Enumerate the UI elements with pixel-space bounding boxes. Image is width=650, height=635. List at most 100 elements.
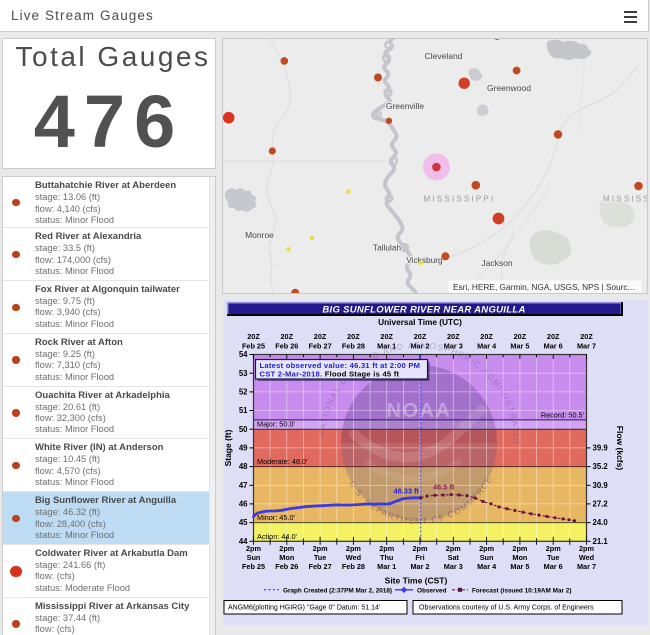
svg-text:Feb 26: Feb 26 (275, 342, 298, 351)
svg-text:NOAA: NOAA (387, 400, 452, 422)
svg-text:Latest observed value: 46.31: Latest observed value: 46.31 ft at 2:00 … (260, 361, 421, 370)
svg-text:Feb 28: Feb 28 (342, 342, 365, 351)
svg-text:Feb 25: Feb 25 (242, 342, 265, 351)
svg-text:Mar 2: Mar 2 (410, 342, 429, 351)
svg-text:Stage (ft): Stage (ft) (223, 429, 233, 466)
svg-text:Sun: Sun (480, 553, 494, 562)
svg-text:27.2: 27.2 (593, 500, 609, 509)
svg-text:2pm: 2pm (579, 544, 595, 553)
svg-text:Wed: Wed (579, 553, 594, 562)
svg-text:2pm: 2pm (546, 544, 562, 553)
svg-text:20Z: 20Z (547, 332, 560, 341)
svg-text:45: 45 (239, 518, 248, 527)
svg-text:2pm: 2pm (446, 544, 462, 553)
svg-text:Feb 27: Feb 27 (309, 562, 332, 571)
svg-text:20Z: 20Z (347, 332, 360, 341)
svg-text:Mar 7: Mar 7 (577, 342, 596, 351)
svg-text:CST 2-Mar-2018. Flood Stage i: CST 2-Mar-2018. Flood Stage is 45 ft (260, 369, 400, 378)
svg-text:Monroe: Monroe (245, 230, 274, 240)
svg-text:54: 54 (239, 350, 248, 359)
svg-text:Vicksburg: Vicksburg (406, 255, 443, 265)
svg-text:2pm: 2pm (379, 544, 395, 553)
svg-text:Wed: Wed (346, 553, 361, 562)
svg-text:2pm: 2pm (279, 544, 295, 553)
svg-text:Feb 28: Feb 28 (342, 562, 365, 571)
svg-text:Mar 6: Mar 6 (544, 342, 563, 351)
svg-text:Mon: Mon (279, 553, 294, 562)
svg-text:Mar 5: Mar 5 (510, 342, 529, 351)
svg-text:Mar 4: Mar 4 (477, 562, 497, 571)
svg-text:48: 48 (239, 462, 248, 471)
svg-text:20Z: 20Z (580, 332, 593, 341)
svg-text:53: 53 (239, 369, 248, 378)
svg-text:Sat: Sat (448, 553, 460, 562)
svg-text:Mar 5: Mar 5 (510, 562, 529, 571)
svg-text:2pm: 2pm (412, 544, 428, 553)
svg-text:Mar 3: Mar 3 (444, 562, 463, 571)
svg-text:MISSISSIPPI: MISSISSIPPI (424, 195, 496, 204)
svg-text:Greenwood: Greenwood (487, 83, 531, 93)
svg-text:20Z: 20Z (247, 332, 260, 341)
svg-text:Tue: Tue (314, 553, 326, 562)
svg-text:Feb 26: Feb 26 (275, 562, 298, 571)
svg-text:49: 49 (239, 444, 248, 453)
svg-text:47: 47 (239, 481, 248, 490)
svg-text:Graph Created (2:37PM Mar 2, 2: Graph Created (2:37PM Mar 2, 2018) (283, 587, 392, 594)
svg-text:Jackson: Jackson (481, 258, 512, 268)
svg-text:20Z: 20Z (380, 332, 393, 341)
svg-text:Forecast (issued 10:19AM Mar 2: Forecast (issued 10:19AM Mar 2) (472, 587, 571, 594)
svg-text:Esri, HERE, Garmin, NGA, USGS,: Esri, HERE, Garmin, NGA, USGS, NPS | Sou… (453, 282, 635, 292)
svg-text:Mar 3: Mar 3 (444, 342, 463, 351)
svg-text:Observed: Observed (417, 587, 447, 594)
svg-text:Record: 50.5': Record: 50.5' (541, 410, 585, 419)
svg-text:Cleveland: Cleveland (425, 51, 463, 61)
svg-text:Sun: Sun (247, 553, 261, 562)
svg-text:Feb 25: Feb 25 (242, 562, 265, 571)
svg-text:20Z: 20Z (514, 332, 527, 341)
svg-text:Mar 2: Mar 2 (410, 562, 429, 571)
svg-text:20Z: 20Z (447, 332, 460, 341)
svg-text:2pm: 2pm (512, 544, 528, 553)
svg-text:39.9: 39.9 (593, 444, 609, 453)
svg-text:Thu: Thu (380, 553, 393, 562)
svg-text:Mar 1: Mar 1 (377, 342, 396, 351)
svg-text:Moderate: 48.0': Moderate: 48.0' (257, 457, 308, 466)
svg-text:46.5 ft: 46.5 ft (433, 483, 455, 492)
svg-text:Tue: Tue (547, 553, 559, 562)
svg-text:2pm: 2pm (246, 544, 262, 553)
svg-text:50: 50 (239, 425, 248, 434)
svg-text:30.9: 30.9 (593, 481, 609, 490)
svg-text:Mar 6: Mar 6 (544, 562, 563, 571)
svg-text:Mar 4: Mar 4 (477, 342, 497, 351)
svg-text:MISSISSIPPI: MISSISSIPPI (603, 195, 647, 204)
svg-text:Mon: Mon (512, 553, 527, 562)
svg-text:Flow (kcfs): Flow (kcfs) (615, 426, 625, 471)
svg-text:20Z: 20Z (480, 332, 493, 341)
svg-text:52: 52 (239, 388, 248, 397)
svg-text:Feb 27: Feb 27 (309, 342, 332, 351)
svg-text:Site Time (CST): Site Time (CST) (385, 576, 448, 586)
svg-text:Mar 1: Mar 1 (377, 562, 396, 571)
svg-text:Tallulah: Tallulah (373, 243, 402, 253)
svg-text:51: 51 (239, 406, 248, 415)
svg-text:2pm: 2pm (479, 544, 495, 553)
svg-text:46.33 ft: 46.33 ft (394, 487, 420, 496)
svg-text:Minor: 45.0': Minor: 45.0' (257, 513, 296, 522)
svg-text:Mar 7: Mar 7 (577, 562, 596, 571)
svg-text:46: 46 (239, 500, 248, 509)
svg-text:Observations courtesy of U.S.: Observations courtesy of U.S. Army Corps… (419, 605, 594, 612)
svg-text:21.1: 21.1 (593, 537, 609, 546)
svg-text:Major: 50.0': Major: 50.0' (257, 420, 296, 429)
svg-text:20Z: 20Z (314, 332, 327, 341)
svg-text:20Z: 20Z (414, 332, 427, 341)
svg-text:Greenville: Greenville (386, 101, 425, 111)
svg-text:Universal Time (UTC): Universal Time (UTC) (378, 317, 462, 327)
svg-text:35.2: 35.2 (593, 462, 609, 471)
svg-text:Fri: Fri (415, 553, 424, 562)
svg-text:BIG SUNFLOWER RIVER NEAR ANGUI: BIG SUNFLOWER RIVER NEAR ANGUILLA (322, 305, 525, 316)
svg-text:24.0: 24.0 (593, 518, 609, 527)
svg-text:Action: 44.0': Action: 44.0' (257, 532, 298, 541)
svg-text:44: 44 (239, 537, 248, 546)
svg-text:2pm: 2pm (313, 544, 329, 553)
svg-text:ANGM6(plotting HGIRG) "Gage 0": ANGM6(plotting HGIRG) "Gage 0" Datum: 51… (228, 605, 380, 612)
